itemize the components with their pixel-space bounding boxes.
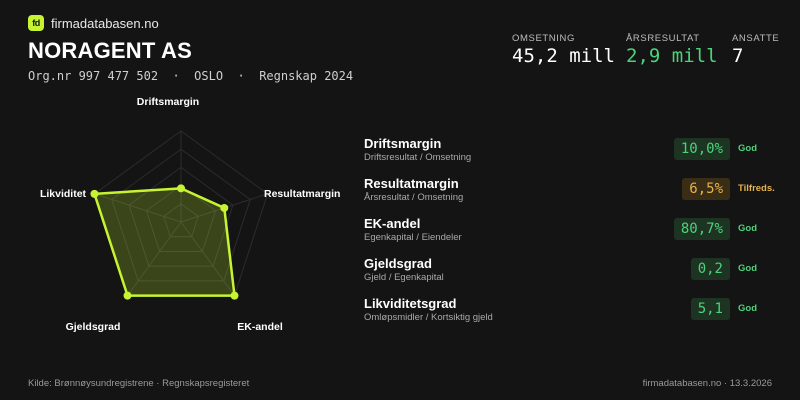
metric-row-likviditetsgrad: Likviditetsgrad Omløpsmidler / Kortsikti… — [364, 296, 774, 330]
metric-formula: Gjeld / Egenkapital — [364, 272, 444, 283]
metric-row-resultatmargin: Resultatmargin Årsresultat / Omsetning 6… — [364, 176, 775, 210]
metric-status-badge: God — [738, 223, 757, 234]
metric-name: Resultatmargin — [364, 176, 459, 191]
radar-grid-ring — [163, 203, 199, 238]
stat-label-net-income: ÅRSRESULTAT — [626, 33, 700, 44]
metric-name: Likviditetsgrad — [364, 296, 457, 311]
stat-value-employees: 7 — [732, 45, 744, 67]
radar-point-gjeldsgrad — [123, 291, 132, 300]
brand[interactable]: fd firmadatabasen.no — [28, 15, 159, 31]
stat-label-revenue: OMSETNING — [512, 33, 575, 44]
metric-name: EK-andel — [364, 216, 421, 231]
metric-name: Driftsmargin — [364, 136, 442, 151]
metric-status-badge: God — [738, 143, 757, 154]
metric-row-gjeldsgrad: Gjeldsgrad Gjeld / Egenkapital 0,2 God — [364, 256, 774, 290]
radar-axis-line — [127, 221, 182, 296]
radar-axis-label-likviditet: Likviditet — [40, 188, 87, 200]
metric-value: 5,1 — [690, 298, 730, 320]
company-meta: Org.nr 997 477 502 · OSLO · Regnskap 202… — [28, 69, 354, 83]
footer-source: Kilde: Brønnøysundregistrene · Regnskaps… — [28, 378, 250, 389]
metric-row-ek-andel: EK-andel Egenkapital / Eiendeler 80,7% G… — [364, 216, 774, 250]
radar-grid-ring — [145, 184, 217, 252]
radar-axis-label-ek-andel: EK-andel — [237, 321, 283, 333]
radar-point-driftsmargin — [177, 184, 185, 193]
metric-status-badge: Tilfreds. — [738, 183, 775, 194]
radar-axis-line — [94, 193, 182, 223]
metric-value: 10,0% — [673, 138, 730, 160]
metric-row-driftsmargin: Driftsmargin Driftsresultat / Omsetning … — [364, 136, 774, 170]
metric-formula: Driftsresultat / Omsetning — [364, 152, 472, 163]
radar-shape — [90, 184, 239, 300]
footer-site-date: firmadatabasen.no · 13.3.2026 — [642, 378, 772, 389]
radar-labels: Driftsmargin Resultatmargin EK-andel Gjelds… — [40, 96, 340, 333]
radar-series-polygon — [93, 187, 236, 297]
metric-status-badge: God — [738, 263, 757, 274]
radar-axis-label-resultatmargin: Resultatmargin — [264, 188, 340, 200]
radar-axis-line — [180, 221, 235, 296]
metric-value: 80,7% — [673, 218, 730, 240]
stat-value-net-income: 2,9 mill — [626, 45, 718, 67]
radar-grid-ring — [128, 166, 234, 267]
radar-point-resultatmargin — [220, 203, 229, 212]
brand-logo-icon: fd — [28, 15, 44, 31]
radar-axis-label-driftsmargin: Driftsmargin — [137, 96, 199, 108]
brand-name: firmadatabasen.no — [51, 15, 159, 31]
metric-value: 0,2 — [690, 258, 730, 280]
radar-chart: Driftsmargin Resultatmargin EK-andel Gjelds… — [40, 96, 340, 333]
metric-name: Gjeldsgrad — [364, 256, 432, 271]
stat-label-employees: ANSATTE — [732, 33, 780, 44]
radar-point-ek-andel — [230, 291, 239, 300]
metric-formula: Årsresultat / Omsetning — [364, 192, 464, 203]
radar-point-likviditet — [90, 189, 99, 198]
metric-formula: Omløpsmidler / Kortsiktig gjeld — [364, 312, 493, 323]
radar-axis-label-gjeldsgrad: Gjeldsgrad — [66, 321, 121, 333]
company-name: NORAGENT AS — [28, 38, 192, 63]
metric-formula: Egenkapital / Eiendeler — [364, 232, 462, 243]
metric-value: 6,5% — [682, 178, 730, 200]
metric-status-badge: God — [738, 303, 757, 314]
stat-value-revenue: 45,2 mill — [512, 45, 615, 67]
